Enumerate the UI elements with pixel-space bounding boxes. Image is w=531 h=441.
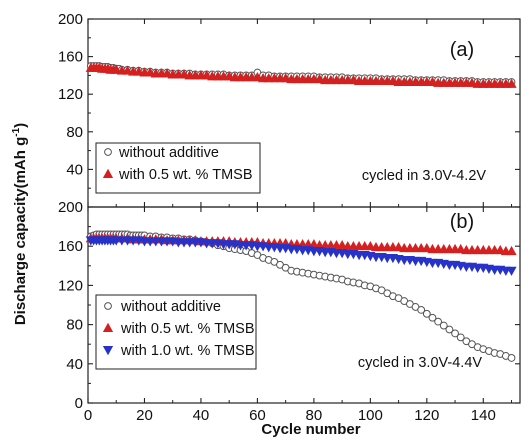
data-point (455, 243, 466, 254)
panel-label: (a) (450, 39, 474, 61)
panel-label: (b) (450, 211, 474, 233)
x-tick-label: 140 (471, 407, 496, 424)
legend-box (95, 294, 257, 370)
legend-label: with 0.5 wt. % TMSB (120, 321, 255, 337)
data-point (456, 333, 465, 342)
y-tick-label: 160 (58, 49, 83, 66)
data-point (445, 325, 454, 334)
data-point (506, 78, 517, 88)
data-point (393, 241, 404, 252)
data-point (224, 71, 235, 81)
legend-label: without additive (120, 299, 221, 315)
y-axis-title-close: ) (12, 123, 29, 128)
y-axis-title: Discharge capacity(mAh g-1) (11, 123, 29, 325)
x-tick-label: 120 (414, 407, 439, 424)
data-point (365, 240, 376, 251)
data-point (133, 66, 144, 76)
data-point (422, 309, 431, 318)
data-point (417, 306, 426, 314)
data-point (434, 317, 443, 326)
x-tick-label: 0 (84, 407, 92, 424)
data-point (111, 64, 122, 74)
y-axis-title-sup: -1 (11, 127, 22, 136)
legend: without additive with 0.5 wt. % TMSB with … (95, 294, 257, 370)
data-point (466, 77, 478, 87)
data-point (451, 329, 459, 338)
y-tick-label: 120 (58, 86, 83, 103)
legend-marker (102, 168, 114, 178)
y-tick-label: 80 (66, 317, 83, 334)
data-point (201, 70, 212, 80)
cycling-condition-annotation: cycled in 3.0V-4.4V (358, 355, 482, 371)
x-tick-label: 60 (249, 407, 266, 424)
legend-label: without additive (118, 145, 219, 161)
legend-marker (104, 148, 112, 156)
data-point (348, 74, 359, 85)
series-with-0-5-wt-tmsb (85, 62, 517, 88)
data-point (421, 242, 432, 253)
legend-label: with 0.5 wt. % TMSB (118, 167, 253, 183)
y-tick-label: 40 (66, 356, 83, 373)
data-point (178, 69, 190, 79)
data-point (337, 240, 348, 250)
y-tick-label: 200 (58, 11, 83, 28)
legend: without additive with 0.5 wt. % TMSB (95, 142, 261, 194)
data-point (427, 76, 438, 86)
data-point (506, 266, 517, 276)
data-point (506, 245, 517, 256)
legend-label: with 1.0 wt. % TMSB (120, 343, 255, 359)
data-point (161, 68, 173, 78)
panel-a: 40 80 120 160 200 (a) cycled in 3.0V-4.2V witho… (58, 11, 521, 208)
data-point (280, 73, 291, 83)
data-point (252, 72, 263, 82)
data-point (439, 321, 448, 330)
y-tick-label: 80 (66, 124, 83, 141)
y-tick-label: 0 (75, 395, 83, 412)
legend-marker (102, 346, 114, 356)
x-axis-title: Cycle number (261, 421, 360, 438)
y-axis-title-main: Discharge capacity(mAh g (12, 137, 29, 325)
data-point (495, 244, 506, 255)
cycling-condition-annotation: cycled in 3.0V-4.2V (362, 168, 486, 184)
legend-marker (104, 302, 112, 310)
legend-marker (102, 322, 114, 332)
data-point (507, 354, 516, 362)
data-point (387, 75, 399, 86)
data-point (314, 73, 325, 84)
legend-box (95, 142, 261, 194)
data-point (428, 313, 437, 322)
x-tick-label: 40 (193, 407, 210, 424)
series-with-1-0-wt-tmsb (85, 236, 517, 276)
data-point (145, 67, 156, 77)
x-tick-label: 20 (136, 407, 153, 424)
data-point (122, 65, 133, 75)
y-tick-label: 40 (66, 161, 83, 178)
y-tick-label: 200 (58, 199, 83, 216)
y-tick-label: 120 (58, 277, 83, 294)
x-tick-label: 80 (306, 407, 323, 424)
y-tick-label: 160 (58, 238, 83, 255)
panel-b: 0 40 80 120 160 200 0 20 40 60 80 100 120 140 (b) cycle… (58, 199, 521, 424)
x-tick-label: 100 (358, 407, 383, 424)
